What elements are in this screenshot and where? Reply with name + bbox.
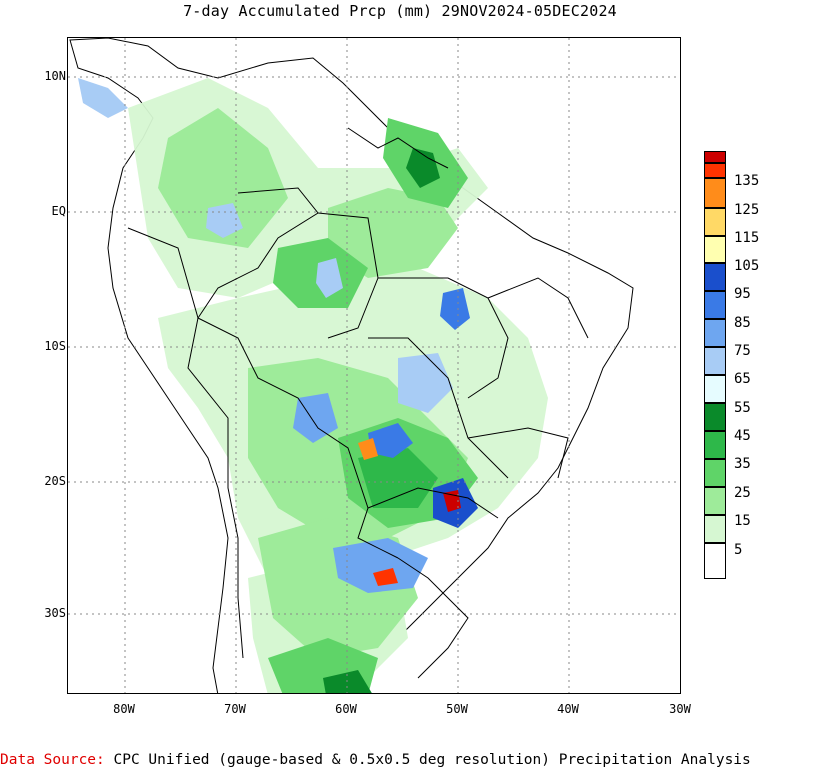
- legend-swatch-8: [704, 319, 726, 347]
- legend-label-85: 85: [734, 315, 751, 331]
- lon-label-30w: 30W: [669, 702, 691, 716]
- precip-85mm-a: [368, 423, 413, 458]
- lon-label-40w: 40W: [557, 702, 579, 716]
- map-title: 7-day Accumulated Prcp (mm) 29NOV2024-05…: [183, 2, 617, 20]
- legend-swatch-2: [704, 163, 726, 178]
- data-source-line: Data Source: CPC Unified (gauge-based & …: [0, 752, 751, 768]
- precip-115mm-a: [358, 438, 378, 460]
- border-brazil-south: [397, 557, 469, 679]
- legend-label-135: 135: [734, 173, 760, 189]
- lat-label-20s: 20S: [44, 474, 66, 488]
- precip-125mm-a: [373, 568, 398, 586]
- map-gridlines: [68, 38, 680, 693]
- lat-label-30s: 30S: [44, 606, 66, 620]
- border-states-d: [487, 277, 589, 339]
- lat-label-10n: 10N: [44, 69, 66, 83]
- legend-label-55: 55: [734, 400, 751, 416]
- precip-25mm-c: [328, 188, 458, 278]
- border-states-c: [368, 337, 509, 479]
- border-states-e: [467, 427, 569, 479]
- legend-swatch-16: [704, 543, 726, 579]
- legend-swatch-4: [704, 208, 726, 236]
- precipitation-map: [68, 38, 680, 693]
- legend-label-45: 45: [734, 428, 751, 444]
- border-guianas: [347, 127, 449, 169]
- legend-swatch-14: [704, 487, 726, 515]
- legend-swatch-1: [704, 151, 726, 163]
- legend-label-35: 35: [734, 456, 751, 472]
- country-borders: [127, 127, 589, 679]
- legend-label-125: 125: [734, 202, 760, 218]
- precip-25mm-a: [158, 108, 288, 248]
- lon-label-70w: 70W: [224, 702, 246, 716]
- legend-swatch-15: [704, 515, 726, 543]
- legend-swatch-9: [704, 347, 726, 375]
- border-states-f: [367, 487, 499, 519]
- lon-label-60w: 60W: [335, 702, 357, 716]
- legend-label-65: 65: [734, 371, 751, 387]
- precip-75mm-a: [333, 538, 428, 593]
- legend-label-95: 95: [734, 286, 751, 302]
- data-source-prefix: Data Source:: [0, 752, 105, 768]
- legend-label-75: 75: [734, 343, 751, 359]
- precip-65mm-b: [78, 78, 128, 118]
- legend-label-105: 105: [734, 258, 760, 274]
- precip-65mm-d: [316, 258, 343, 298]
- lon-label-80w: 80W: [113, 702, 135, 716]
- legend-label-115: 115: [734, 230, 760, 246]
- border-andes: [127, 227, 244, 659]
- legend-swatch-12: [704, 431, 726, 459]
- precip-45mm-a: [358, 448, 438, 508]
- legend-swatch-6: [704, 263, 726, 291]
- precip-75mm-b: [293, 393, 338, 443]
- precip-field: [78, 78, 548, 693]
- legend-swatch-7: [704, 291, 726, 319]
- lon-label-50w: 50W: [446, 702, 468, 716]
- border-brazil-west: [197, 187, 399, 559]
- lat-label-eq: EQ: [51, 204, 66, 218]
- legend-label-5: 5: [734, 542, 743, 558]
- legend-label-15: 15: [734, 513, 751, 529]
- border-states-b: [378, 277, 509, 399]
- lat-label-10s: 10S: [44, 339, 66, 353]
- legend-label-25: 25: [734, 485, 751, 501]
- legend-swatch-13: [704, 459, 726, 487]
- precip-45mm-c: [406, 148, 440, 188]
- map-frame: [67, 37, 681, 694]
- legend-swatch-11: [704, 403, 726, 431]
- legend-swatch-10: [704, 375, 726, 403]
- precip-65mm-a: [398, 353, 453, 413]
- data-source-text: CPC Unified (gauge-based & 0.5x0.5 deg r…: [104, 752, 751, 768]
- precip-85mm-b: [440, 288, 470, 330]
- precip-65mm-c: [206, 203, 243, 238]
- legend-swatch-5: [704, 236, 726, 263]
- legend-swatch-3: [704, 178, 726, 208]
